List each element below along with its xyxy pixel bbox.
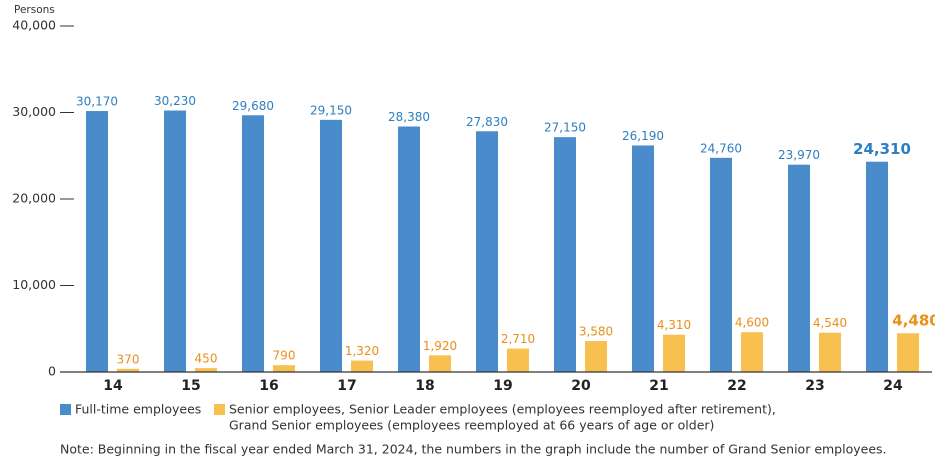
x-tick-label: 15: [181, 378, 200, 394]
bar: [86, 111, 108, 372]
bar: [897, 333, 919, 372]
value-label: 4,540: [813, 316, 847, 330]
x-tick-label: 17: [337, 378, 356, 394]
x-tick-label: 16: [259, 378, 278, 394]
legend-label: Full-time employees: [75, 402, 201, 417]
value-label: 4,600: [735, 316, 769, 330]
value-label: 29,150: [310, 103, 352, 117]
bar: [320, 119, 342, 372]
y-tick-label: 40,000: [12, 18, 56, 33]
value-label: 370: [117, 352, 140, 366]
legend-swatch: [214, 404, 225, 415]
y-unit: Persons: [14, 4, 55, 16]
value-label: 3,580: [579, 325, 613, 339]
bar: [117, 368, 139, 372]
note: Note: Beginning in the fiscal year ended…: [60, 442, 887, 457]
bar: [554, 137, 576, 372]
value-label: 26,190: [622, 129, 664, 143]
legend-label: Senior employees, Senior Leader employee…: [229, 402, 776, 417]
bar: [273, 365, 295, 372]
x-tick-label: 19: [493, 378, 512, 394]
bar: [585, 341, 607, 372]
value-label: 24,310: [853, 140, 911, 158]
value-label: 450: [195, 352, 218, 366]
bar: [632, 145, 654, 372]
y-tick-label: 10,000: [12, 277, 56, 292]
value-label: 28,380: [388, 110, 430, 124]
bar: [476, 131, 498, 372]
value-label: 4,480: [892, 312, 935, 330]
value-label: 29,680: [232, 99, 274, 113]
value-label: 30,230: [154, 94, 196, 108]
legend-label: Grand Senior employees (employees reempl…: [229, 418, 714, 433]
bar: [195, 368, 217, 372]
bar: [351, 360, 373, 372]
x-tick-label: 23: [805, 378, 824, 394]
bar: [507, 348, 529, 372]
bar: [663, 334, 685, 372]
bar: [398, 126, 420, 372]
value-label: 4,310: [657, 318, 691, 332]
value-label: 1,320: [345, 344, 379, 358]
value-label: 27,150: [544, 121, 586, 135]
value-label: 24,760: [700, 141, 742, 155]
bar: [164, 110, 186, 372]
value-label: 30,170: [76, 95, 118, 109]
value-label: 23,970: [778, 148, 820, 162]
bar: [866, 161, 888, 372]
bar: [819, 332, 841, 372]
legend-swatch: [60, 404, 71, 415]
x-tick-label: 14: [103, 378, 123, 394]
bar: [242, 115, 264, 372]
x-tick-label: 21: [649, 378, 668, 394]
bar: [710, 157, 732, 372]
x-tick-label: 22: [727, 378, 746, 394]
x-tick-label: 20: [571, 378, 591, 394]
bar: [429, 355, 451, 372]
bar: [788, 164, 810, 372]
x-tick-label: 18: [415, 378, 434, 394]
y-tick-label: 20,000: [12, 191, 56, 206]
value-label: 790: [273, 349, 296, 363]
value-label: 27,830: [466, 115, 508, 129]
value-label: 2,710: [501, 332, 535, 346]
y-tick-label: 30,000: [12, 104, 56, 119]
x-tick-label: 24: [883, 378, 903, 394]
value-label: 1,920: [423, 339, 457, 353]
y-tick-label: 0: [48, 364, 56, 379]
bar: [741, 332, 763, 372]
